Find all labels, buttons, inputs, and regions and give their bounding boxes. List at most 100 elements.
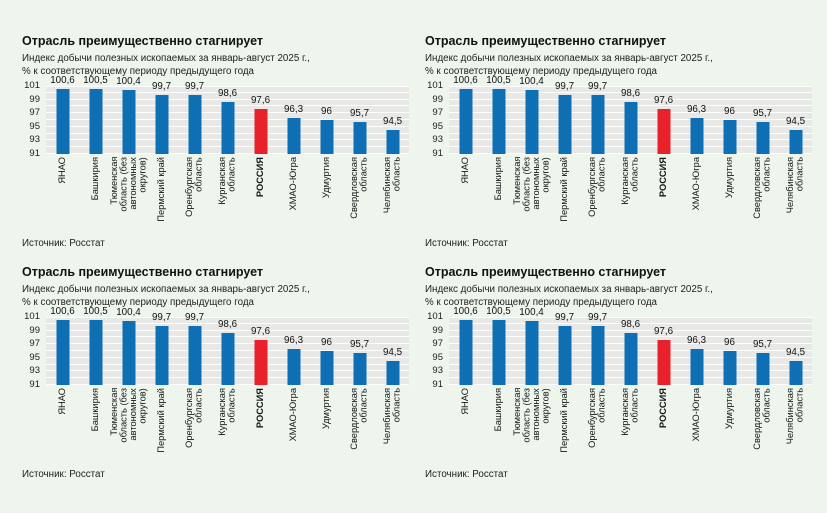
bar (459, 88, 472, 154)
chart-panel-top-left: Отрасль преимущественно стагнирует Индек… (22, 34, 409, 249)
x-axis-category-label: Свердловская область (349, 388, 369, 450)
gridline (449, 317, 812, 318)
bar (591, 94, 604, 154)
bar-russia-highlight (254, 340, 267, 385)
x-axis-category-label: ХМАО-Югра (690, 157, 701, 211)
bar-chart: 101 99 97 95 93 91 100,6 100,5 100,4 99,7 99,7 98,… (22, 306, 409, 462)
gridline (46, 322, 409, 324)
bar (558, 325, 571, 385)
x-axis-category-label: ХМАО-Югра (287, 388, 298, 442)
chart-title: Отрасль преимущественно стагнирует (22, 265, 264, 279)
x-axis-category-label: РОССИЯ (657, 157, 668, 198)
bar-slot: 96,3 (680, 86, 713, 154)
x-label-slot: Челябинская область (779, 157, 812, 231)
x-axis-category-label: Пермский край (558, 157, 569, 222)
x-axis-category-label: Курганская область (620, 388, 640, 436)
y-tick-label: 93 (29, 365, 40, 377)
chart-subtitle-line-1: Индекс добычи полезных ископаемых за янв… (425, 284, 713, 295)
y-axis: 101 99 97 95 93 91 (22, 81, 46, 159)
x-label-slot: ЯНАО (449, 157, 482, 231)
x-label-slot: ХМАО-Югра (680, 157, 713, 231)
x-label-slot: Курганская область (211, 157, 244, 231)
gridline (46, 329, 409, 331)
bar-slot: 99,7 (581, 312, 614, 385)
x-axis-category-label: ЯНАО (459, 157, 470, 184)
chart-subtitle-line-1: Индекс добычи полезных ископаемых за янв… (425, 53, 713, 64)
x-label-slot: Тюменская область (без автономных округо… (109, 388, 148, 462)
x-label-slot: Челябинская область (376, 388, 409, 462)
bar (492, 320, 505, 385)
bar-value-label: 96 (724, 106, 735, 117)
x-label-slot: Башкирия (482, 157, 515, 231)
x-label-slot: ЯНАО (449, 388, 482, 462)
bar-value-label: 95,7 (752, 108, 773, 120)
bar-slot: 100,4 (515, 308, 548, 385)
bar (624, 333, 637, 385)
y-tick-label: 91 (432, 148, 443, 159)
bar-slot: 99,7 (178, 312, 211, 385)
plot-area: 100,6 100,5 100,4 99,7 99,7 98,6 97,6 96,3 96 95,… (449, 75, 812, 154)
bar-value-label: 97,6 (250, 95, 271, 107)
bar (353, 122, 366, 154)
x-axis-labels: ЯНАО Башкирия Тюменская область (без автон… (46, 388, 409, 462)
bar-chart: 101 99 97 95 93 91 100,6 100,5 100,4 99,7 99,7 98,… (425, 75, 812, 231)
bar-slot: 96 (310, 86, 343, 154)
bar-value-label: 100,5 (486, 75, 511, 87)
x-axis-category-label: Челябинская область (785, 157, 805, 214)
x-label-slot: Свердловская область (746, 157, 779, 231)
y-tick-label: 91 (29, 379, 40, 390)
bar-slot: 99,7 (145, 312, 178, 385)
bar-value-label: 99,7 (587, 311, 608, 323)
chart-subtitle-line-2: % к соответствующему периоду предыдущего… (425, 297, 657, 308)
x-axis-category-label: Оренбургская область (184, 388, 204, 448)
bar-value-label: 98,6 (217, 88, 238, 100)
bar-value-label: 94,5 (382, 347, 403, 359)
gridline (46, 317, 409, 318)
x-axis-category-label: ЯНАО (56, 157, 67, 184)
x-axis-category-label: Оренбургская область (587, 388, 607, 448)
y-axis: 101 99 97 95 93 91 (22, 312, 46, 390)
bar-value-label: 96 (321, 106, 332, 117)
bar-russia-highlight (657, 109, 670, 154)
bar-value-label: 94,5 (785, 116, 806, 128)
x-label-slot: Тюменская область (без автономных округо… (109, 157, 148, 231)
bar-slot: 100,5 (79, 76, 112, 154)
y-tick-label: 97 (29, 107, 40, 119)
x-axis-category-label: Тюменская область (без автономных округо… (511, 157, 551, 212)
x-axis-category-label: РОССИЯ (254, 388, 265, 429)
x-label-slot: Пермский край (145, 388, 178, 462)
gridline (46, 91, 409, 93)
x-label-slot: Свердловская область (343, 388, 376, 462)
bar-slot: 99,7 (581, 81, 614, 154)
bar-slot: 94,5 (376, 86, 409, 154)
chart-subtitle-line-2: % к соответствующему периоду предыдущего… (425, 66, 657, 77)
bar (690, 117, 703, 154)
bar-value-label: 95,7 (349, 339, 370, 351)
bar-slot: 99,7 (548, 81, 581, 154)
chart-panel-top-right: Отрасль преимущественно стагнирует Индек… (425, 34, 812, 249)
x-label-slot: Удмуртия (310, 388, 343, 462)
chart-subtitle-line-1: Индекс добычи полезных ископаемых за янв… (22, 284, 310, 295)
bar (525, 321, 538, 385)
x-axis-category-label: Пермский край (558, 388, 569, 453)
x-label-slot: Пермский край (548, 388, 581, 462)
bar-value-label: 100,4 (116, 76, 141, 88)
bar-value-label: 99,7 (587, 80, 608, 92)
x-axis-category-label: Башкирия (492, 157, 503, 201)
bar-value-label: 98,6 (620, 88, 641, 100)
bar (723, 120, 736, 154)
x-label-slot: Тюменская область (без автономных округо… (512, 388, 551, 462)
bar-slot: 95,7 (343, 317, 376, 385)
bar-value-label: 99,7 (151, 80, 172, 92)
bar (320, 351, 333, 385)
gridline (449, 322, 812, 324)
x-label-slot: ЯНАО (46, 157, 79, 231)
bar-slot: 100,4 (515, 77, 548, 154)
bar-value-label: 95,7 (349, 108, 370, 120)
gridline (46, 98, 409, 100)
x-label-slot: Челябинская область (376, 157, 409, 231)
bar-value-label: 100,5 (83, 306, 108, 318)
x-label-slot: ХМАО-Югра (277, 157, 310, 231)
x-label-slot: Курганская область (614, 157, 647, 231)
bar (155, 325, 168, 385)
